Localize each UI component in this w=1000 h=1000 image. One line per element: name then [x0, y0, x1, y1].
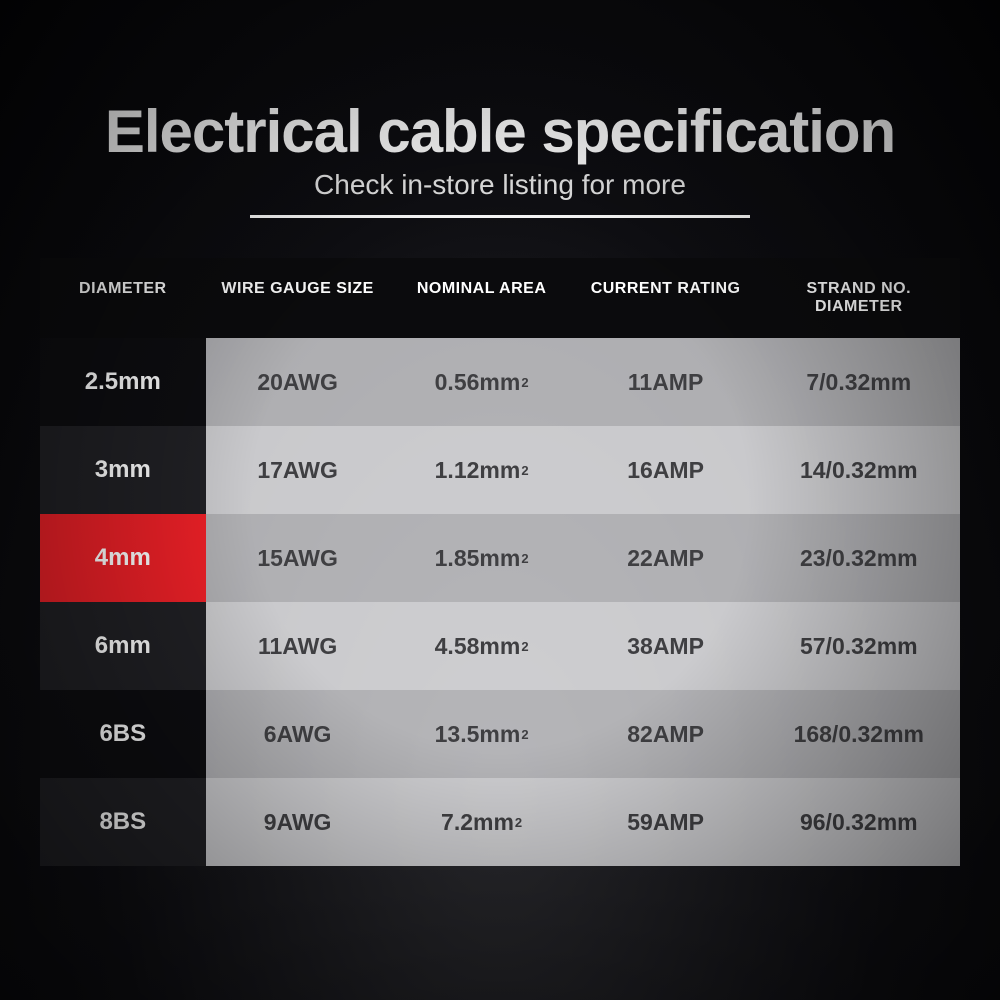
table-cell-area: 13.5mm2	[390, 690, 574, 778]
table-header-cell: STRAND NO. DIAMETER	[758, 258, 960, 338]
table-header-cell: WIRE GAUGE SIZE	[206, 258, 390, 338]
table-row-header: 8BS	[40, 778, 206, 866]
page-container: Electrical cable specification Check in-…	[0, 0, 1000, 1000]
table-cell-area: 4.58mm2	[390, 602, 574, 690]
spec-table: DIAMETERWIRE GAUGE SIZENOMINAL AREACURRE…	[40, 258, 960, 866]
table-cell-area: 7.2mm2	[390, 778, 574, 866]
table-cell-area: 1.12mm2	[390, 426, 574, 514]
table-cell-area: 0.56mm2	[390, 338, 574, 426]
page-subtitle: Check in-store listing for more	[40, 169, 960, 201]
table-cell-gauge: 17AWG	[206, 426, 390, 514]
table-cell-strand: 14/0.32mm	[758, 426, 960, 514]
table-cell-strand: 7/0.32mm	[758, 338, 960, 426]
page-title: Electrical cable specification	[40, 100, 960, 163]
table-cell-gauge: 20AWG	[206, 338, 390, 426]
table-row-header: 4mm	[40, 514, 206, 602]
table-header-cell: DIAMETER	[40, 258, 206, 338]
table-cell-strand: 57/0.32mm	[758, 602, 960, 690]
table-cell-gauge: 9AWG	[206, 778, 390, 866]
table-header-cell: CURRENT RATING	[574, 258, 758, 338]
table-cell-strand: 23/0.32mm	[758, 514, 960, 602]
table-cell-current: 38AMP	[574, 602, 758, 690]
table-cell-current: 22AMP	[574, 514, 758, 602]
table-cell-area: 1.85mm2	[390, 514, 574, 602]
table-row-header: 3mm	[40, 426, 206, 514]
table-header-cell: NOMINAL AREA	[390, 258, 574, 338]
table-row-header: 6mm	[40, 602, 206, 690]
table-cell-strand: 168/0.32mm	[758, 690, 960, 778]
table-cell-current: 11AMP	[574, 338, 758, 426]
table-cell-gauge: 15AWG	[206, 514, 390, 602]
table-cell-gauge: 6AWG	[206, 690, 390, 778]
table-cell-current: 82AMP	[574, 690, 758, 778]
table-cell-current: 59AMP	[574, 778, 758, 866]
title-underline	[250, 215, 750, 218]
table-row-header: 6BS	[40, 690, 206, 778]
table-cell-strand: 96/0.32mm	[758, 778, 960, 866]
table-cell-current: 16AMP	[574, 426, 758, 514]
table-cell-gauge: 11AWG	[206, 602, 390, 690]
table-row-header: 2.5mm	[40, 338, 206, 426]
